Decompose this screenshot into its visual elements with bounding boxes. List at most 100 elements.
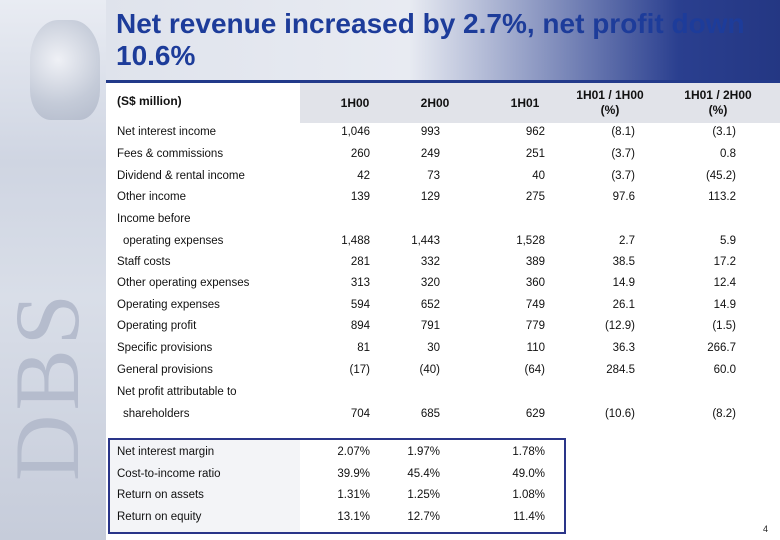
ratio-cell: 1.31% <box>337 489 370 501</box>
table-cell: (8.1) <box>611 126 635 138</box>
table-cell: 139 <box>350 191 370 203</box>
table-cell: 81 <box>357 342 370 354</box>
ratio-label: Return on equity <box>117 511 202 523</box>
ratio-cell: 39.9% <box>337 468 370 480</box>
decorative-side-band: DBS <box>0 0 106 540</box>
table-cell: 260 <box>350 148 370 160</box>
table-cell: 894 <box>350 320 370 332</box>
ratio-label: Return on assets <box>117 489 204 501</box>
table-cell: 2.7 <box>619 235 635 247</box>
table-cell: (10.6) <box>604 408 635 420</box>
table-cell: 360 <box>525 277 545 289</box>
table-cell: 594 <box>350 299 370 311</box>
ratio-cell: 12.7% <box>407 511 440 523</box>
ratio-cell: 45.4% <box>407 468 440 480</box>
table-cell: 110 <box>526 342 545 354</box>
ratio-cell: 1.08% <box>512 489 545 501</box>
row-label: Staff costs <box>117 256 171 268</box>
table-cell: 791 <box>420 320 440 332</box>
row-label: Net interest income <box>117 126 217 138</box>
ratio-label: Cost-to-income ratio <box>117 468 221 480</box>
table-cell: 249 <box>420 148 440 160</box>
ratio-cell: 2.07% <box>337 446 370 458</box>
table-cell: 1,528 <box>516 235 545 247</box>
table-cell: 962 <box>525 126 545 138</box>
column-header: 1H00 <box>340 95 370 110</box>
row-label: Net profit attributable to <box>117 386 237 398</box>
table-cell: 14.9 <box>713 299 736 311</box>
table-cell: (12.9) <box>604 320 635 332</box>
table-cell: 1,443 <box>411 235 440 247</box>
ratio-cell: 1.25% <box>407 489 440 501</box>
table-cell: 251 <box>525 148 545 160</box>
table-cell: 284.5 <box>606 364 635 376</box>
table-cell: (8.2) <box>712 408 736 420</box>
table-cell: 993 <box>420 126 440 138</box>
units-label: (S$ million) <box>117 94 182 108</box>
coin-image <box>30 20 100 120</box>
row-label: Dividend & rental income <box>117 170 245 182</box>
table-cell: 266.7 <box>707 342 736 354</box>
table-cell: 97.6 <box>612 191 635 203</box>
ratio-label: Net interest margin <box>117 446 215 458</box>
column-header: 1H01 <box>510 95 540 110</box>
table-cell: (64) <box>524 364 545 376</box>
row-label-continued: operating expenses <box>123 235 224 247</box>
table-cell: 12.4 <box>713 277 736 289</box>
table-cell: (3.7) <box>611 170 635 182</box>
row-label: Specific provisions <box>117 342 213 354</box>
table-cell: 30 <box>427 342 440 354</box>
column-header-band <box>300 83 780 123</box>
table-cell: 652 <box>420 299 440 311</box>
title-bar <box>106 0 780 80</box>
column-header: 2H00 <box>420 95 450 110</box>
table-cell: 275 <box>525 191 545 203</box>
table-cell: (3.7) <box>611 148 635 160</box>
table-cell: 40 <box>532 170 545 182</box>
row-label: Operating expenses <box>117 299 220 311</box>
table-cell: 60.0 <box>713 364 736 376</box>
table-cell: 389 <box>525 256 545 268</box>
table-cell: (1.5) <box>712 320 736 332</box>
table-cell: 1,488 <box>341 235 370 247</box>
table-cell: 42 <box>357 170 370 182</box>
table-cell: 0.8 <box>720 148 736 160</box>
table-cell: 779 <box>525 320 545 332</box>
row-label: Fees & commissions <box>117 148 224 160</box>
ratio-cell: 1.78% <box>512 446 545 458</box>
table-cell: 5.9 <box>720 235 736 247</box>
slide-title: Net revenue increased by 2.7%, net profi… <box>116 8 745 71</box>
row-label-continued: shareholders <box>123 408 190 420</box>
ratio-cell: 49.0% <box>512 468 545 480</box>
ratio-cell: 11.4% <box>513 511 545 523</box>
table-cell: (45.2) <box>705 170 736 182</box>
row-label: General provisions <box>117 364 213 376</box>
ratio-cell: 1.97% <box>407 446 440 458</box>
dbs-watermark: DBS <box>0 290 98 481</box>
table-cell: (3.1) <box>712 126 736 138</box>
table-cell: 73 <box>427 170 440 182</box>
table-cell: 26.1 <box>612 299 635 311</box>
row-label: Income before <box>117 213 191 225</box>
row-label: Operating profit <box>117 320 197 332</box>
table-cell: 749 <box>525 299 545 311</box>
table-cell: 320 <box>420 277 440 289</box>
table-cell: (40) <box>419 364 440 376</box>
ratios-label-band <box>110 440 300 532</box>
table-cell: 685 <box>420 408 440 420</box>
table-cell: 629 <box>525 408 545 420</box>
table-cell: 704 <box>350 408 370 420</box>
page-number: 4 <box>762 524 768 534</box>
table-cell: (17) <box>349 364 370 376</box>
table-cell: 313 <box>350 277 370 289</box>
table-cell: 281 <box>350 256 370 268</box>
column-header: 1H01 / 1H00 (%) <box>576 88 644 117</box>
table-cell: 1,046 <box>341 126 370 138</box>
table-cell: 38.5 <box>612 256 635 268</box>
table-cell: 129 <box>420 191 440 203</box>
row-label: Other income <box>117 191 187 203</box>
table-cell: 113.2 <box>708 191 736 203</box>
ratio-cell: 13.1% <box>337 511 370 523</box>
title-divider <box>106 80 780 83</box>
table-cell: 17.2 <box>713 256 736 268</box>
